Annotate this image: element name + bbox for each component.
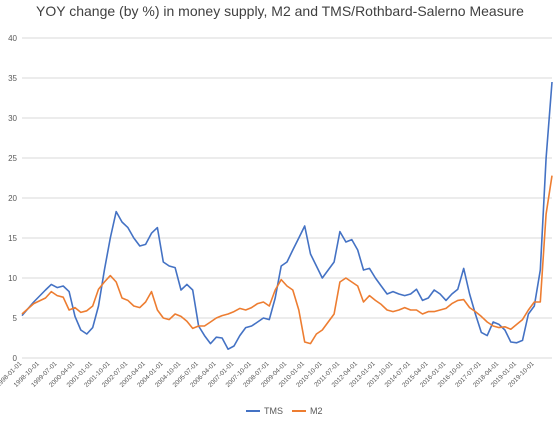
series-m2: [21, 175, 553, 345]
series-line-tms: [21, 81, 553, 350]
legend: TMS M2: [246, 406, 323, 416]
y-tick-label: 35: [8, 74, 17, 83]
y-tick-label: 40: [8, 34, 17, 43]
legend-label-tms: TMS: [264, 406, 283, 416]
y-axis-ticks: 0 5 10 15 20 25 30 35 40: [8, 34, 17, 363]
series-lines: [21, 81, 553, 350]
y-tick-label: 20: [8, 194, 17, 203]
y-tick-label: 15: [8, 234, 17, 243]
chart-title: YOY change (by %) in money supply, M2 an…: [36, 3, 524, 19]
series-line-m2: [21, 175, 553, 345]
y-tick-label: 5: [13, 314, 18, 323]
x-axis-ticks: 1998-01-011998-10-011999-07-012000-04-01…: [0, 360, 536, 389]
legend-label-m2: M2: [310, 406, 323, 416]
y-tick-label: 25: [8, 154, 17, 163]
y-tick-label: 0: [13, 354, 18, 363]
series-tms: [21, 81, 553, 350]
y-tick-label: 30: [8, 114, 17, 123]
y-tick-label: 10: [8, 274, 17, 283]
